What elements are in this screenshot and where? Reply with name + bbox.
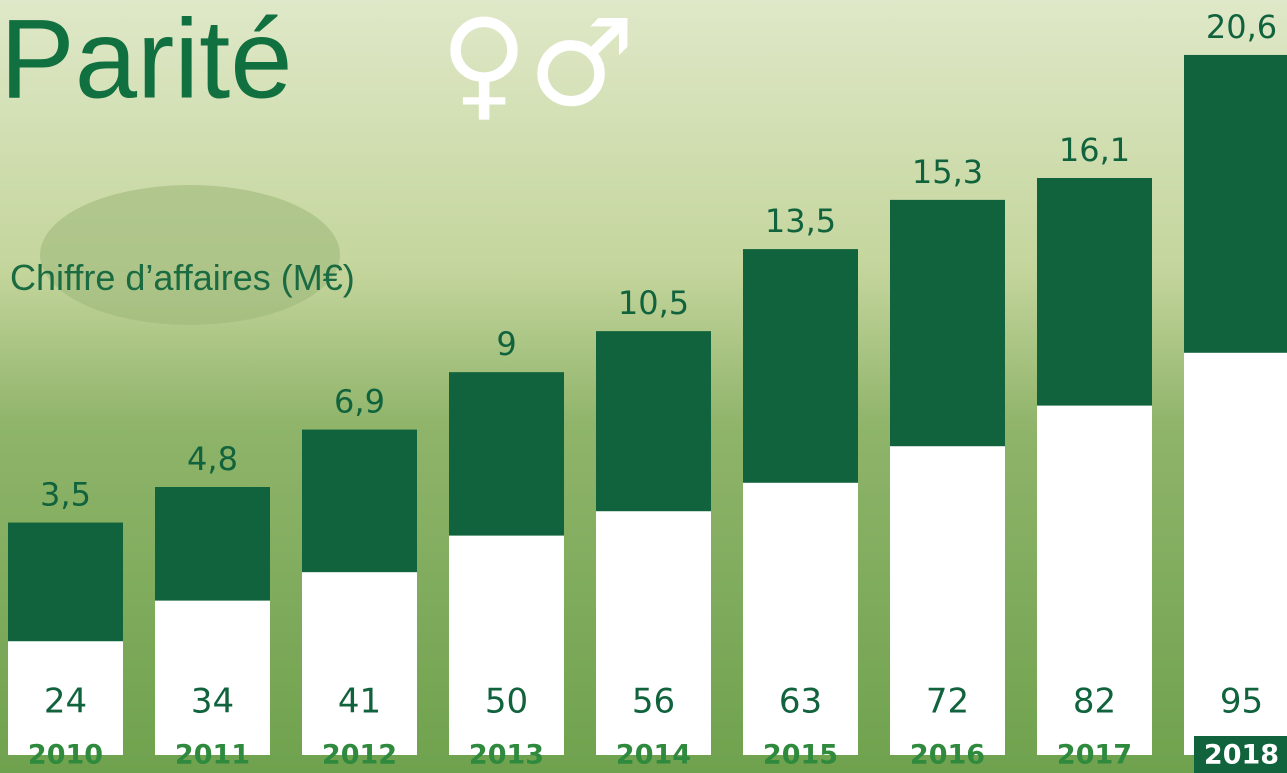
staff-label: 34 xyxy=(191,682,234,722)
staff-label: 95 xyxy=(1220,682,1263,722)
staff-label: 63 xyxy=(779,682,822,722)
revenue-label: 3,5 xyxy=(40,476,91,514)
x-tick-label: 2012 xyxy=(322,740,397,771)
staff-label: 56 xyxy=(632,682,675,722)
x-tick-label: 2016 xyxy=(910,740,985,771)
page: Parité ♀♂ 3,5 24 2010 4,8 34 2011 6,9 41 2012 9 50… xyxy=(0,0,1287,773)
revenue-label: 6,9 xyxy=(334,383,385,421)
title-symbols: ♀♂ xyxy=(440,0,635,134)
chart: Parité ♀♂ 3,5 24 2010 4,8 34 2011 6,9 41 2012 9 50… xyxy=(0,0,1287,773)
staff-bar xyxy=(155,601,270,755)
staff-label: 72 xyxy=(926,682,969,722)
x-tick-label: 2018 xyxy=(1204,740,1279,771)
staff-bar xyxy=(449,536,564,755)
revenue-label: 4,8 xyxy=(187,440,238,478)
x-tick-label: 2011 xyxy=(175,740,250,771)
x-tick-label: 2017 xyxy=(1057,740,1132,771)
revenue-label: 13,5 xyxy=(765,202,836,240)
revenue-label: 9 xyxy=(496,325,516,363)
chart-title: Parité xyxy=(0,0,293,122)
staff-label: 24 xyxy=(44,682,87,722)
revenue-label: 20,6 xyxy=(1206,8,1277,46)
y-axis-label: Chiffre d’affaires (M€) xyxy=(10,250,410,306)
revenue-label: 16,1 xyxy=(1059,131,1130,169)
staff-bar xyxy=(302,572,417,755)
x-tick-label: 2014 xyxy=(616,740,691,771)
x-tick-label: 2013 xyxy=(469,740,544,771)
staff-label: 41 xyxy=(338,682,381,722)
revenue-label: 15,3 xyxy=(912,153,983,191)
x-tick-label: 2010 xyxy=(28,740,103,771)
x-tick-label: 2015 xyxy=(763,740,838,771)
staff-label: 50 xyxy=(485,682,528,722)
staff-label: 82 xyxy=(1073,682,1116,722)
revenue-label: 10,5 xyxy=(618,284,689,322)
